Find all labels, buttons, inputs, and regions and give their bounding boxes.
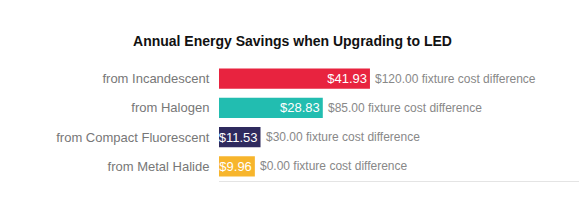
svg-text:$120.00 fixture cost differenc: $120.00 fixture cost difference [375, 72, 536, 86]
svg-text:$30.00 fixture cost difference: $30.00 fixture cost difference [266, 130, 420, 144]
svg-text:$0.00 fixture cost difference: $0.00 fixture cost difference [260, 159, 408, 173]
svg-text:Annual Energy Savings when Upg: Annual Energy Savings when Upgrading to … [133, 33, 452, 49]
svg-text:from Incandescent: from Incandescent [102, 71, 209, 86]
svg-text:$28.83: $28.83 [280, 100, 320, 115]
svg-text:from Metal Halide: from Metal Halide [108, 159, 210, 174]
svg-text:$11.53: $11.53 [219, 130, 258, 145]
svg-text:from Compact Fluorescent: from Compact Fluorescent [56, 130, 210, 145]
svg-text:from Halogen: from Halogen [131, 100, 209, 115]
svg-text:$41.93: $41.93 [327, 71, 367, 86]
svg-text:$85.00 fixture cost difference: $85.00 fixture cost difference [328, 101, 482, 115]
svg-text:$9.96: $9.96 [219, 159, 252, 174]
